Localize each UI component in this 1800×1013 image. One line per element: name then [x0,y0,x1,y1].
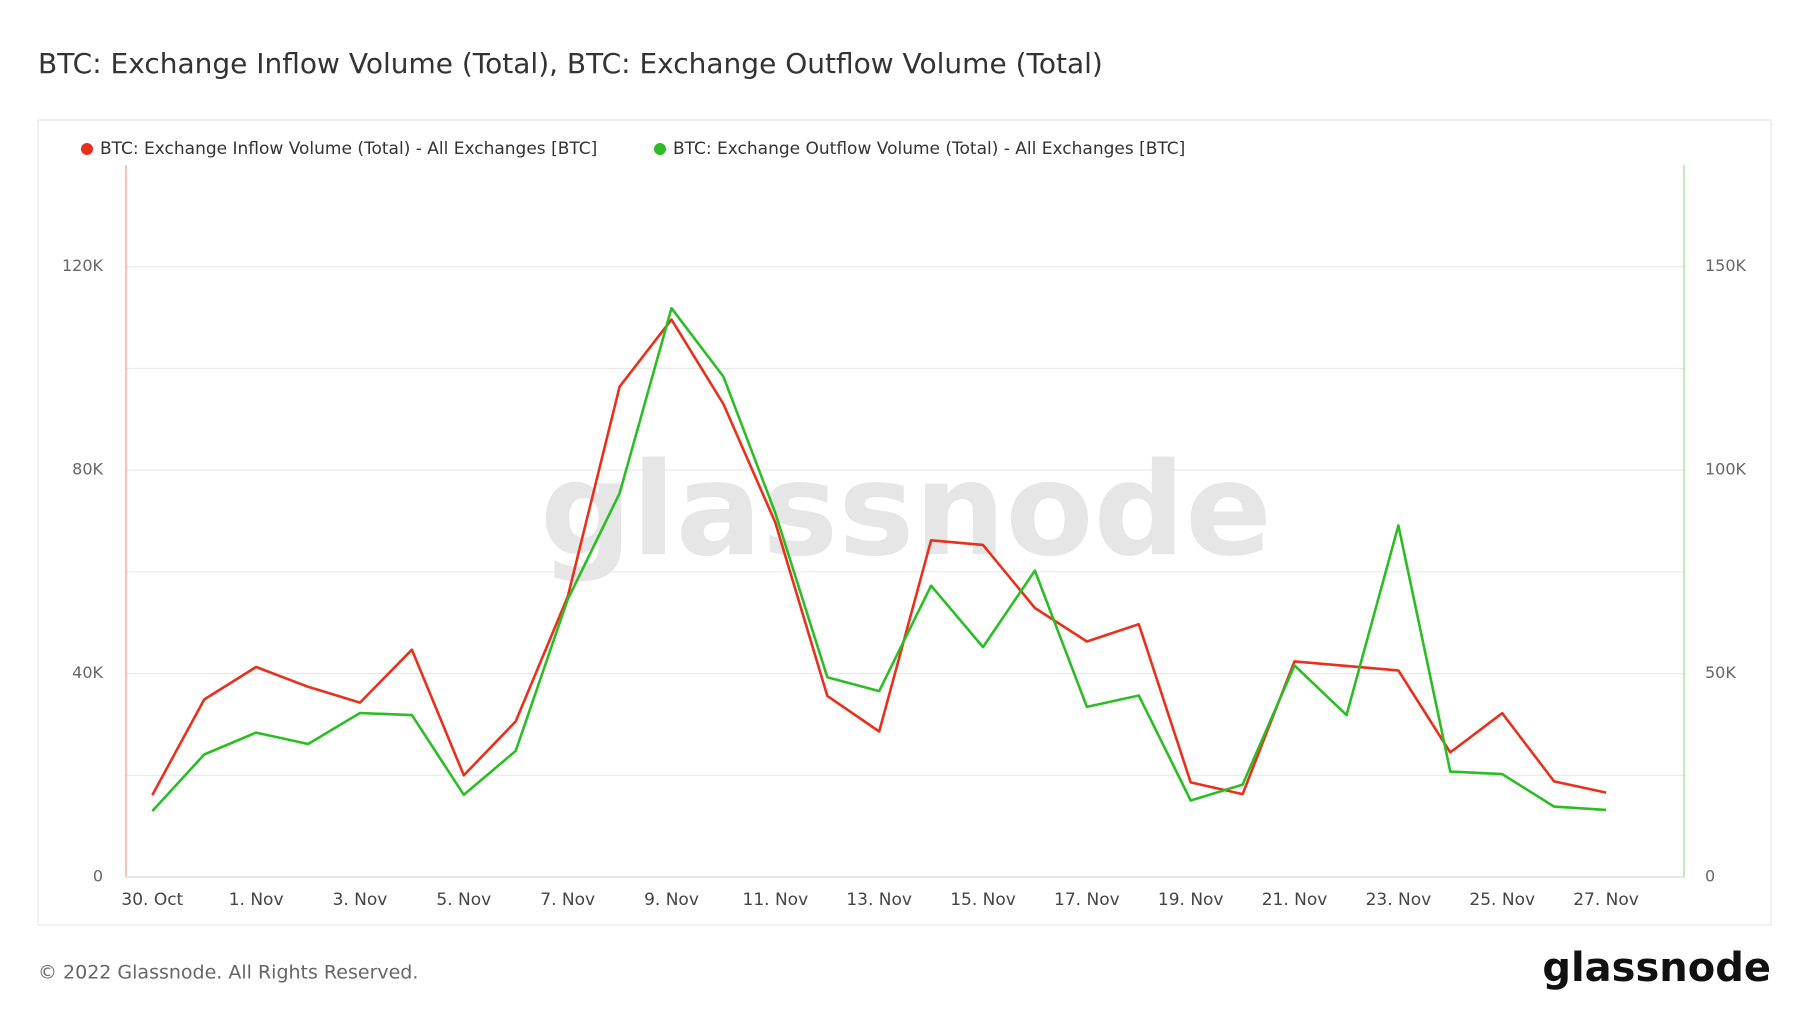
y-tick-label: 0 [93,867,103,886]
legend-label: BTC: Exchange Inflow Volume (Total) - Al… [100,139,597,159]
chart-title: BTC: Exchange Inflow Volume (Total), BTC… [38,47,1103,80]
x-tick-label: 1. Nov [229,890,284,910]
logo: glassnode [1542,945,1771,991]
x-tick-label: 23. Nov [1366,890,1432,910]
x-tick-label: 11. Nov [743,890,809,910]
x-tick-label: 15. Nov [950,890,1016,910]
series-line [151,306,1607,812]
x-tick-label: 21. Nov [1262,890,1328,910]
legend-marker [81,143,93,155]
y-tick-label: 80K [72,460,103,479]
watermark: glassnode [540,436,1272,585]
chart-frame [37,119,1772,926]
x-tick-label: 3. Nov [333,890,388,910]
y2-tick-label: 100K [1705,460,1747,479]
x-tick-label: 30. Oct [121,890,183,910]
x-tick-label: 13. Nov [846,890,912,910]
x-tick-label: 9. Nov [644,890,699,910]
y2-tick-label: 0 [1705,867,1715,886]
x-tick-label: 5. Nov [436,890,491,910]
y2-tick-label: 50K [1705,663,1736,682]
legend-marker [654,143,666,155]
y-tick-label: 120K [62,256,104,275]
footer: © 2022 Glassnode. All Rights Reserved. [38,962,418,984]
y-tick-label: 40K [72,663,103,682]
x-tick-label: 17. Nov [1054,890,1120,910]
y2-tick-label: 150K [1705,256,1747,275]
x-tick-label: 27. Nov [1573,890,1639,910]
x-tick-label: 7. Nov [540,890,595,910]
legend-label: BTC: Exchange Outflow Volume (Total) - A… [673,139,1185,159]
series-line [151,318,1607,796]
x-tick-label: 19. Nov [1158,890,1224,910]
x-tick-label: 25. Nov [1469,890,1535,910]
